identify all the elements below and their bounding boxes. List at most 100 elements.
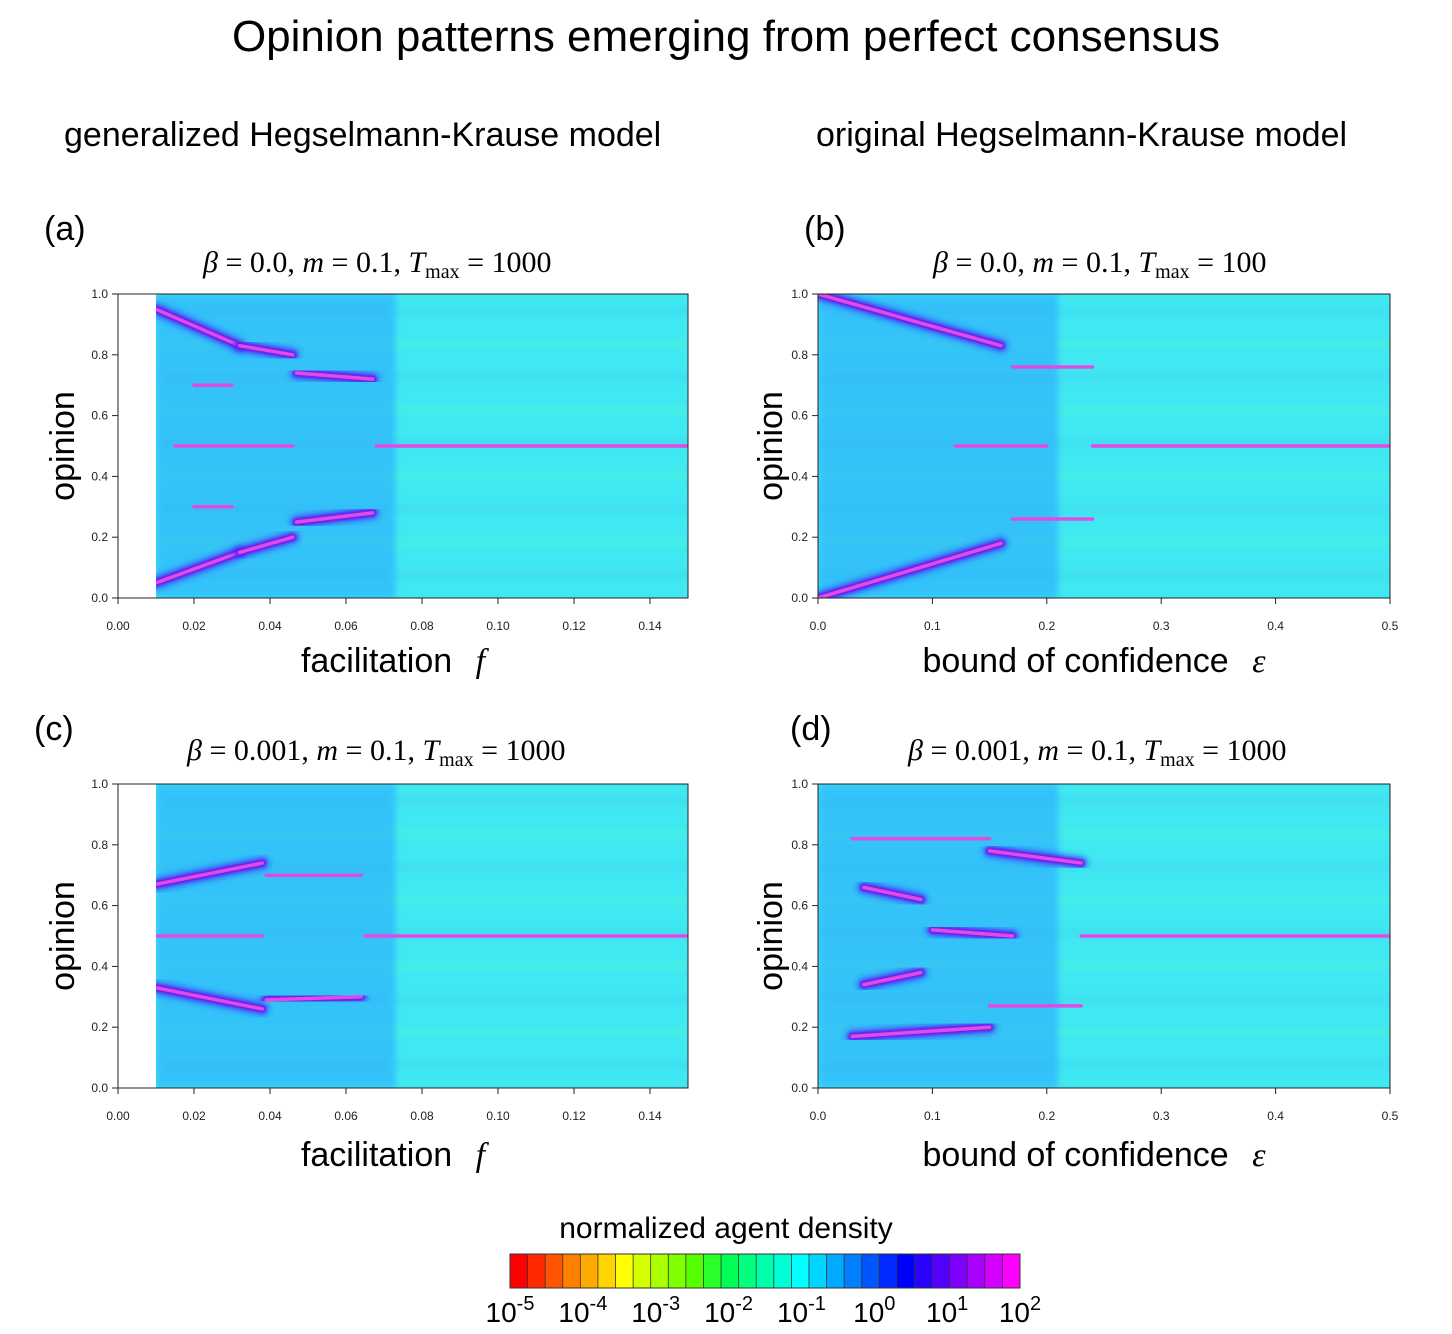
y-tick-label: 0.6 [91, 899, 108, 913]
x-tick-label: 0.14 [638, 1109, 662, 1123]
colorbar-swatch [826, 1254, 845, 1288]
colorbar-swatch [808, 1254, 828, 1288]
x-tick-label: 0.5 [1382, 619, 1399, 633]
density-stripe [156, 1060, 688, 1070]
colorbar-swatch [844, 1254, 863, 1288]
y-tick-label: 0.6 [791, 409, 808, 423]
y-tick-label: 0.2 [791, 1020, 808, 1034]
density-stripe [818, 796, 1390, 806]
colorbar-label: 101 [926, 1293, 968, 1328]
density-stripe [156, 895, 688, 905]
colorbar-label-exponent: 1 [957, 1293, 968, 1315]
y-axis-label: opinion [752, 881, 790, 991]
colorbar-swatch [562, 1254, 581, 1288]
colorbar-frame [509, 1253, 1021, 1289]
density-stripe [818, 306, 1390, 316]
colorbar-label: 10-2 [704, 1293, 753, 1328]
tmax-value: 100 [1221, 246, 1267, 279]
colorbar-swatch [914, 1254, 933, 1288]
m-value: 0.1 [1085, 246, 1124, 279]
colorbar-swatch [773, 1254, 792, 1288]
x-tick-label: 0.08 [410, 619, 434, 633]
y-axis-label: opinion [44, 391, 82, 501]
x-tick-label: 0.12 [562, 1109, 586, 1123]
panel-letter-d: (d) [790, 710, 832, 748]
x-tick-label: 0.06 [334, 1109, 358, 1123]
density-stripe [818, 1060, 1390, 1070]
colorbar-swatch [896, 1254, 915, 1288]
colorbar-swatch [791, 1254, 810, 1288]
y-tick-label: 0.0 [91, 591, 108, 605]
colorbar-swatch [949, 1254, 968, 1288]
colorbar-swatch [984, 1254, 1003, 1288]
colorbar-swatch [685, 1254, 704, 1288]
density-stripe [818, 471, 1390, 481]
colorbar-label-base: 10 [926, 1297, 957, 1328]
colorbar-label-exponent: -4 [590, 1293, 608, 1315]
density-field [156, 294, 688, 598]
density-stripe [156, 306, 688, 316]
colorbar-swatch [967, 1254, 986, 1288]
y-tick-label: 0.4 [791, 469, 808, 483]
density-stripe [156, 796, 688, 806]
column-header-generalized: generalized Hegselmann-Krause model [64, 116, 662, 154]
colorbar-swatch [703, 1254, 722, 1288]
colorbar-label-base: 10 [704, 1297, 735, 1328]
colorbar-label: 10-5 [486, 1293, 535, 1328]
density-stripe [156, 537, 688, 547]
density-stripe [818, 994, 1390, 1004]
colorbar-swatch [545, 1254, 564, 1288]
cluster-ridge [237, 535, 295, 555]
density-stripe [818, 862, 1390, 872]
x-tick-label: 0.0 [810, 619, 827, 633]
y-axis-label: opinion [44, 881, 82, 991]
tmax-value: 1000 [505, 734, 566, 767]
x-axis-label: bound of confidence ε [922, 642, 1266, 680]
density-stripe [156, 405, 688, 415]
colorbar-swatch [510, 1254, 529, 1288]
x-tick-label: 0.10 [486, 619, 510, 633]
panel-c-params: β = 0.001, m = 0.1, Tmax = 1000 [187, 734, 566, 771]
plot-frame [817, 783, 1391, 1089]
y-tick-label: 0.2 [91, 1020, 108, 1034]
density-stripe [818, 829, 1390, 839]
density-field [818, 784, 1390, 1088]
cluster-ridge [294, 511, 375, 524]
colorbar-swatch [738, 1254, 757, 1288]
density-stripe [818, 961, 1390, 971]
x-axis-label: bound of confidence ε [922, 1136, 1266, 1174]
x-tick-label: 0.1 [924, 619, 941, 633]
cluster-ridge [850, 1025, 992, 1039]
colorbar-label: 10-3 [631, 1293, 680, 1328]
beta-value: 0.001 [233, 734, 302, 767]
density-field [818, 294, 1390, 598]
x-tick-label: 0.4 [1267, 1109, 1284, 1123]
colorbar-swatch [756, 1254, 775, 1288]
colorbar-label: 10-4 [558, 1293, 607, 1328]
colorbar-label-base: 10 [631, 1297, 662, 1328]
x-tick-label: 0.2 [1038, 619, 1055, 633]
colorbar-label-exponent: -5 [517, 1293, 535, 1315]
y-tick-label: 0.6 [791, 899, 808, 913]
m-value: 0.1 [369, 734, 408, 767]
colorbar-label: 102 [999, 1293, 1041, 1328]
x-axis-symbol: ε [1252, 643, 1266, 680]
beta-value: 0.0 [979, 246, 1018, 279]
x-tick-label: 0.12 [562, 619, 586, 633]
x-tick-label: 0.5 [1382, 1109, 1399, 1123]
colorbar-label-exponent: -3 [662, 1293, 680, 1315]
m-value: 0.1 [355, 246, 394, 279]
density-stripe [156, 994, 688, 1004]
colorbar-label-base: 10 [853, 1297, 884, 1328]
panel-d-params: β = 0.001, m = 0.1, Tmax = 1000 [908, 734, 1287, 771]
panel-letter-a: (a) [44, 210, 86, 248]
panel-b-params: β = 0.0, m = 0.1, Tmax = 100 [933, 246, 1267, 283]
cluster-ridge [818, 541, 1003, 598]
panel-letter-c: (c) [34, 710, 74, 748]
x-tick-label: 0.0 [810, 1109, 827, 1123]
cluster-ridge [156, 861, 265, 887]
colorbar-swatch [721, 1254, 740, 1288]
tmax-value: 1000 [1226, 734, 1287, 767]
density-stripe [156, 829, 688, 839]
colorbar-label-base: 10 [486, 1297, 517, 1328]
